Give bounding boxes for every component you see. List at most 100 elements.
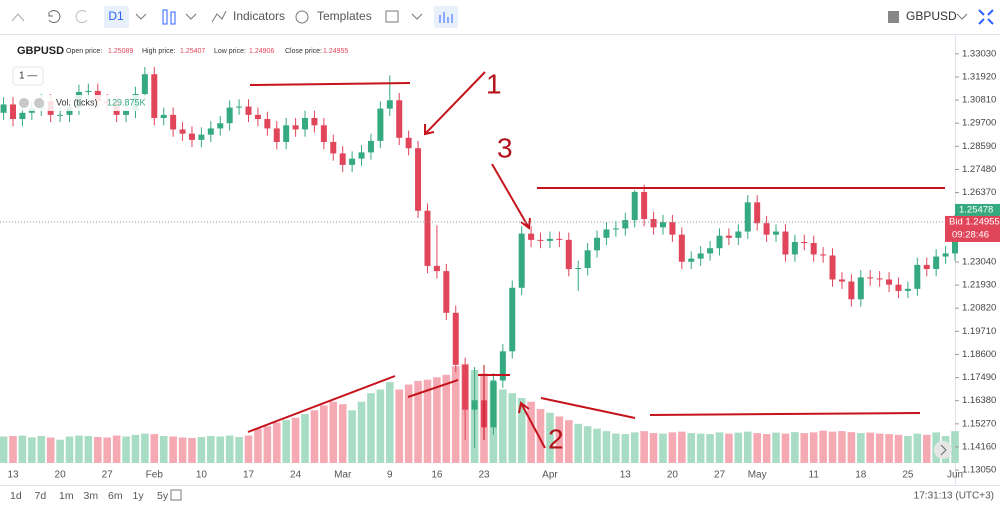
x-tick-label: 13 xyxy=(620,470,632,481)
volume-bar xyxy=(546,412,554,463)
dropdown-icon[interactable] xyxy=(956,13,968,20)
scroll-icon[interactable] xyxy=(940,444,947,456)
range-button[interactable]: 3m xyxy=(84,490,99,502)
volume-bar xyxy=(93,437,102,463)
scale-badge-text[interactable]: 1 — xyxy=(19,71,37,82)
templates-button[interactable]: Templates xyxy=(317,9,372,23)
range-button[interactable]: 1y xyxy=(133,490,145,502)
timeframe-button[interactable] xyxy=(104,6,129,28)
candle-body xyxy=(471,400,478,410)
candle-body xyxy=(283,125,290,142)
candle-body xyxy=(829,255,836,280)
countdown-label: 09:28:46 xyxy=(952,229,989,240)
candle-body xyxy=(226,107,233,124)
x-tick-label: 27 xyxy=(714,470,726,481)
candle-body xyxy=(876,278,883,280)
volume-bar xyxy=(904,436,912,463)
candle-body xyxy=(405,137,412,149)
candle-body xyxy=(631,191,638,221)
dropdown-icon[interactable] xyxy=(411,13,423,20)
candle-body xyxy=(349,158,356,165)
volume-bar xyxy=(244,435,253,463)
volume-bar xyxy=(112,435,121,463)
volume-bar xyxy=(640,431,648,463)
hide-icon[interactable] xyxy=(19,98,29,108)
candle-body xyxy=(490,380,497,428)
redo-icon[interactable] xyxy=(75,10,88,24)
fullscreen-icon[interactable] xyxy=(978,9,994,25)
candle-body xyxy=(575,268,582,270)
candle-body xyxy=(245,106,252,115)
symbol-icon[interactable] xyxy=(888,11,899,23)
candle-body xyxy=(914,264,921,289)
candle-body xyxy=(452,312,459,365)
candle-icon[interactable] xyxy=(162,9,168,25)
candle-body xyxy=(217,123,224,129)
collapse-icon[interactable] xyxy=(11,13,25,22)
candle-body xyxy=(273,128,280,142)
volume-bar xyxy=(320,405,328,463)
volume-value: 129.875K xyxy=(107,97,146,107)
legend-symbol: GBPUSD xyxy=(17,45,64,57)
candle-body xyxy=(151,74,158,118)
y-tick-label: 1.19710 xyxy=(962,326,996,337)
y-tick-label: 1.21930 xyxy=(962,280,996,291)
goto-date-icon[interactable] xyxy=(170,489,182,501)
calendar-icon[interactable] xyxy=(385,10,399,23)
candle-body xyxy=(254,114,261,120)
candle-body xyxy=(179,129,186,134)
candle-body xyxy=(584,250,591,268)
volume-bar xyxy=(593,428,601,463)
volume-bar xyxy=(367,393,375,463)
range-button[interactable]: 6m xyxy=(108,490,123,502)
timeframe[interactable]: D1 xyxy=(108,9,124,23)
undo-icon[interactable] xyxy=(48,10,61,24)
range-button[interactable]: 7d xyxy=(35,490,47,502)
volume-bar xyxy=(28,437,36,463)
volume-icon[interactable] xyxy=(439,12,453,23)
candle-body xyxy=(773,231,780,235)
candle-body xyxy=(942,253,949,257)
legend-value: 1.25089 xyxy=(108,48,133,55)
candle-body xyxy=(716,235,723,249)
volume-bar xyxy=(913,433,922,463)
candle-icon[interactable] xyxy=(170,11,176,25)
candle-body xyxy=(669,222,676,235)
volume-button[interactable] xyxy=(434,6,458,28)
templates-icon[interactable] xyxy=(295,10,309,24)
range-button[interactable]: 1m xyxy=(59,490,74,502)
x-tick-label: 17 xyxy=(243,470,255,481)
clock: 17:31:13 (UTC+3) xyxy=(914,491,994,502)
volume-bar xyxy=(197,437,206,463)
legend-label: High price: xyxy=(142,48,176,55)
volume-bar xyxy=(282,420,290,463)
candle-body xyxy=(367,140,374,153)
volume-bar xyxy=(414,380,422,463)
x-tick-label: 11 xyxy=(809,470,820,481)
indicators-icon[interactable] xyxy=(211,10,227,23)
dropdown-icon[interactable] xyxy=(135,13,147,20)
volume-bar xyxy=(159,436,168,463)
volume-bar xyxy=(555,416,564,463)
legend-label: Close price: xyxy=(285,48,322,55)
candle-body xyxy=(433,265,440,272)
volume-bar xyxy=(348,410,356,463)
range-button[interactable]: 1d xyxy=(10,490,22,502)
candle-body xyxy=(697,253,704,259)
volume-bar xyxy=(301,414,309,463)
symbol-button[interactable]: GBPUSD xyxy=(906,9,957,23)
y-tick-label: 1.17490 xyxy=(962,372,996,383)
candle-body xyxy=(330,141,337,154)
x-tick-label: Jun xyxy=(947,470,963,481)
scale-badge[interactable] xyxy=(12,66,44,86)
indicators-button[interactable]: Indicators xyxy=(233,9,285,23)
x-tick-label: 27 xyxy=(102,470,114,481)
volume-bar xyxy=(291,417,300,463)
settings-icon[interactable] xyxy=(34,98,44,108)
volume-bar xyxy=(894,434,903,463)
scroll-button[interactable] xyxy=(934,441,952,459)
volume-bar xyxy=(800,433,809,463)
range-button[interactable]: 5y xyxy=(157,490,169,502)
candle-body xyxy=(923,264,930,270)
dropdown-icon[interactable] xyxy=(185,13,197,20)
